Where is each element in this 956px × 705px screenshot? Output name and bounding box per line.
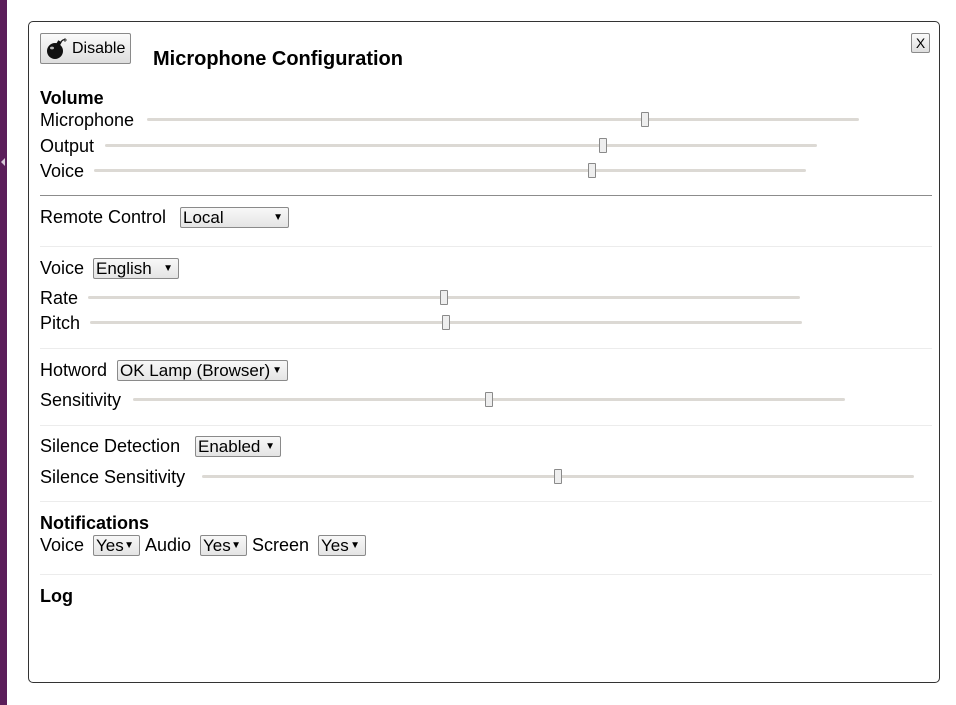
hotword-sensitivity-slider[interactable] bbox=[133, 392, 845, 407]
pitch-slider[interactable] bbox=[90, 315, 802, 330]
section-divider bbox=[40, 574, 932, 575]
hotword-value: OK Lamp (Browser) bbox=[120, 361, 271, 380]
disable-button[interactable]: Disable bbox=[40, 33, 131, 64]
notify-screen-label: Screen bbox=[252, 535, 310, 555]
section-divider bbox=[40, 195, 932, 196]
chevron-down-icon: ▼ bbox=[124, 540, 134, 551]
hotword-label: Hotword bbox=[40, 360, 108, 380]
remote-control-label: Remote Control bbox=[40, 207, 167, 227]
microphone-config-dialog: Disable Microphone Configuration X Volum… bbox=[28, 21, 940, 683]
microphone-volume-label: Microphone bbox=[40, 110, 135, 130]
bomb-icon bbox=[47, 37, 67, 59]
collapse-arrow-icon[interactable] bbox=[1, 158, 5, 166]
rate-label: Rate bbox=[40, 288, 79, 308]
silence-detection-label: Silence Detection bbox=[40, 436, 181, 456]
chevron-down-icon: ▼ bbox=[273, 212, 283, 223]
section-divider bbox=[40, 425, 932, 426]
silence-detection-select[interactable]: Enabled ▼ bbox=[195, 436, 281, 457]
microphone-volume-slider[interactable] bbox=[147, 112, 859, 127]
section-divider bbox=[40, 348, 932, 349]
log-area bbox=[40, 612, 932, 672]
notify-audio-select[interactable]: Yes ▼ bbox=[200, 535, 247, 556]
rate-thumb[interactable] bbox=[440, 290, 448, 305]
pitch-label: Pitch bbox=[40, 313, 81, 333]
output-volume-slider[interactable] bbox=[105, 138, 817, 153]
chevron-down-icon: ▼ bbox=[231, 540, 241, 551]
voice-language-value: English bbox=[96, 259, 152, 278]
pitch-thumb[interactable] bbox=[442, 315, 450, 330]
remote-control-value: Local bbox=[183, 208, 224, 227]
hotword-sensitivity-thumb[interactable] bbox=[485, 392, 493, 407]
voice-language-label: Voice bbox=[40, 258, 85, 278]
chevron-down-icon: ▼ bbox=[350, 540, 360, 551]
output-volume-thumb[interactable] bbox=[599, 138, 608, 153]
side-panel-strip[interactable] bbox=[0, 0, 7, 705]
notify-voice-select[interactable]: Yes ▼ bbox=[93, 535, 140, 556]
silence-sensitivity-thumb[interactable] bbox=[554, 469, 562, 484]
notify-voice-value: Yes bbox=[96, 536, 124, 555]
notify-audio-value: Yes bbox=[203, 536, 231, 555]
section-divider bbox=[40, 501, 932, 502]
remote-control-select[interactable]: Local ▼ bbox=[180, 207, 289, 228]
dialog-title: Microphone Configuration bbox=[153, 48, 403, 70]
close-button[interactable]: X bbox=[911, 33, 930, 53]
chevron-down-icon: ▼ bbox=[265, 441, 275, 452]
voice-volume-label: Voice bbox=[40, 161, 85, 181]
notify-screen-value: Yes bbox=[321, 536, 349, 555]
voice-volume-thumb[interactable] bbox=[588, 163, 597, 178]
notify-screen-select[interactable]: Yes ▼ bbox=[318, 535, 366, 556]
disable-button-label: Disable bbox=[72, 39, 126, 57]
chevron-down-icon: ▼ bbox=[272, 365, 282, 376]
notify-audio-label: Audio bbox=[145, 535, 192, 555]
volume-heading: Volume bbox=[40, 88, 104, 108]
section-divider bbox=[40, 246, 932, 247]
voice-language-select[interactable]: English ▼ bbox=[93, 258, 179, 279]
silence-detection-value: Enabled bbox=[198, 437, 261, 456]
notify-voice-label: Voice bbox=[40, 535, 85, 555]
rate-slider[interactable] bbox=[88, 290, 800, 305]
silence-sensitivity-slider[interactable] bbox=[202, 469, 914, 484]
hotword-select[interactable]: OK Lamp (Browser) ▼ bbox=[117, 360, 288, 381]
voice-volume-slider[interactable] bbox=[94, 163, 806, 178]
notifications-heading: Notifications bbox=[40, 513, 150, 533]
silence-sensitivity-label: Silence Sensitivity bbox=[40, 467, 186, 487]
log-heading: Log bbox=[40, 586, 73, 606]
chevron-down-icon: ▼ bbox=[163, 263, 173, 274]
microphone-volume-thumb[interactable] bbox=[641, 112, 650, 127]
output-volume-label: Output bbox=[40, 136, 95, 156]
hotword-sensitivity-label: Sensitivity bbox=[40, 390, 122, 410]
